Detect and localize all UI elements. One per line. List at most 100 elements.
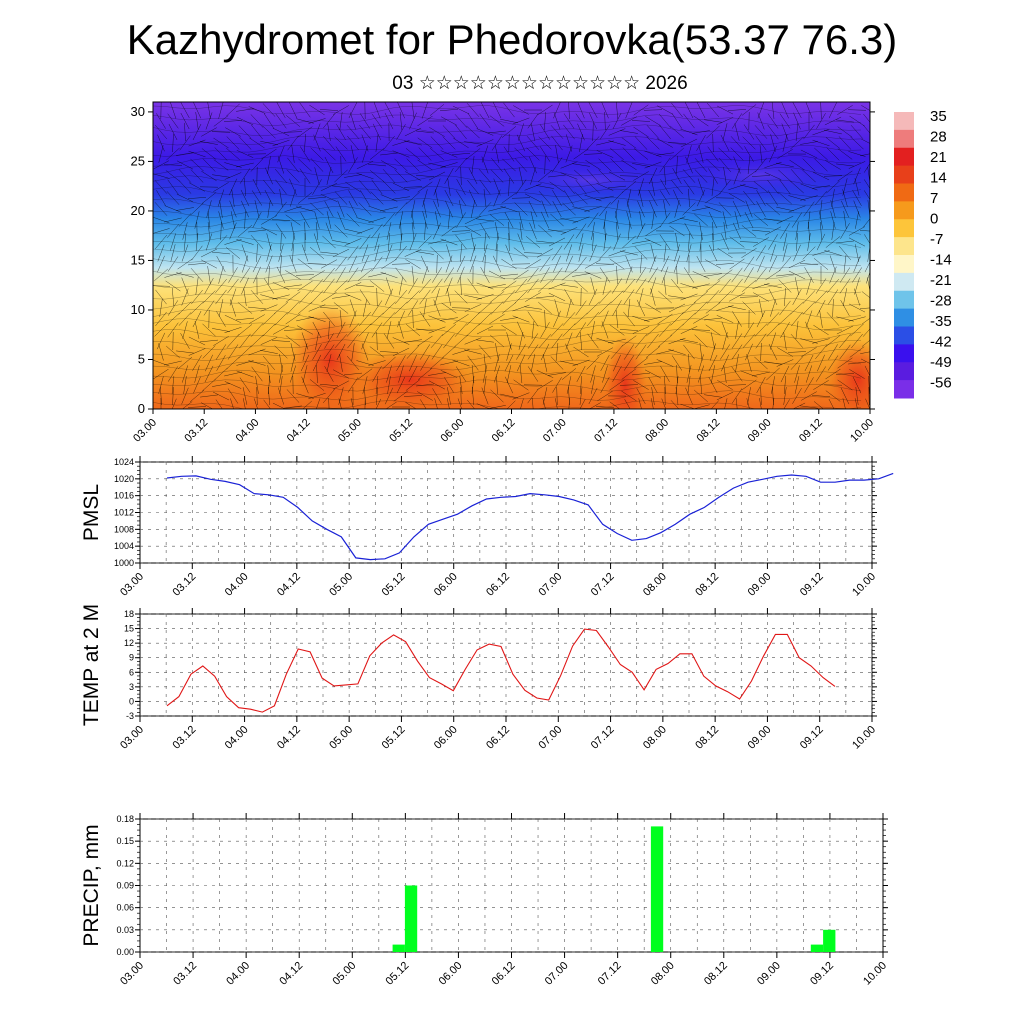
temp-x-tick-label: 07.12 bbox=[589, 724, 617, 752]
heatmap-x-tick-label: 07.00 bbox=[541, 417, 569, 445]
warm-region-0 bbox=[290, 305, 370, 409]
precip-x-tick-label: 09.00 bbox=[755, 960, 783, 988]
pmsl-x-tick-label: 08.00 bbox=[641, 571, 669, 599]
pmsl-panel: 1000 1004 1008 1012 1016 1020 1024 03.00 03.12 04… bbox=[80, 456, 894, 599]
precip-x-tick-label: 09.12 bbox=[808, 960, 836, 988]
pmsl-x-tick-label: 10.00 bbox=[850, 571, 878, 599]
precip-y-tick-label: 0.15 bbox=[116, 836, 134, 846]
heatmap-x-tick-label: 06.12 bbox=[490, 417, 518, 445]
chart-subtitle: 03 ☆☆☆☆☆☆☆☆☆☆☆☆☆ 2026 bbox=[392, 73, 688, 94]
heatmap-x-tick-label: 04.00 bbox=[234, 417, 262, 445]
chart-title: Kazhydromet for Phedorovka(53.37 76.3) bbox=[126, 16, 898, 63]
pmsl-x-tick-label: 06.12 bbox=[484, 571, 512, 599]
temp-x-tick-label: 06.00 bbox=[432, 724, 460, 752]
temp-y-tick-label: 3 bbox=[129, 682, 134, 692]
temp-x-tick-label: 08.12 bbox=[693, 724, 721, 752]
colorbar-swatch bbox=[894, 272, 914, 292]
colorbar-label: -56 bbox=[930, 375, 952, 392]
precip-x-tick-label: 06.12 bbox=[490, 960, 518, 988]
colorbar-swatch bbox=[894, 201, 914, 220]
temp-x-tick-label: 05.12 bbox=[380, 724, 408, 752]
heatmap-x-tick-label: 04.12 bbox=[285, 417, 313, 445]
heatmap-x-tick-label: 03.00 bbox=[131, 417, 159, 445]
temp-y-tick-label: 15 bbox=[124, 624, 134, 634]
heatmap-field bbox=[153, 102, 870, 409]
heatmap-x-tick-label: 05.00 bbox=[336, 417, 364, 445]
precip-ylabel: PRECIP, mm bbox=[80, 824, 103, 946]
colorbar-label: 7 bbox=[930, 190, 938, 207]
temp-x-tick-label: 10.00 bbox=[850, 724, 878, 752]
cold-region-0 bbox=[520, 166, 660, 194]
pmsl-x-tick-label: 05.00 bbox=[327, 571, 355, 599]
precip-x-tick-label: 10.00 bbox=[861, 960, 889, 988]
precip-bar bbox=[392, 944, 405, 952]
heatmap-y-tick-label: 20 bbox=[131, 203, 145, 218]
precip-y-tick-label: 0.06 bbox=[116, 903, 134, 913]
heatmap-features bbox=[153, 102, 870, 409]
colorbar-swatch bbox=[894, 183, 914, 202]
colorbar-swatch bbox=[894, 362, 914, 381]
precip-x-tick-label: 06.00 bbox=[437, 960, 465, 988]
pmsl-x-tick-label: 05.12 bbox=[380, 571, 408, 599]
colorbar-swatch bbox=[894, 308, 914, 327]
colorbar-swatch bbox=[894, 344, 914, 363]
colorbar-label: -49 bbox=[930, 354, 952, 371]
pmsl-y-tick-label: 1016 bbox=[114, 491, 134, 501]
colorbar-label: 14 bbox=[930, 170, 947, 187]
colorbar-label: -14 bbox=[930, 252, 952, 269]
temp-x-tick-label: 04.00 bbox=[223, 724, 251, 752]
precip-x-tick-label: 05.12 bbox=[384, 960, 412, 988]
pmsl-x-tick-label: 04.00 bbox=[223, 571, 251, 599]
precip-x-tick-label: 07.00 bbox=[543, 960, 571, 988]
pmsl-y-tick-label: 1012 bbox=[114, 508, 134, 518]
precip-x-tick-label: 08.12 bbox=[702, 960, 730, 988]
temp-x-tick-label: 03.00 bbox=[118, 724, 146, 752]
colorbar-swatch bbox=[894, 326, 914, 345]
precip-x-tick-label: 08.00 bbox=[649, 960, 677, 988]
temp-y-tick-label: 9 bbox=[129, 653, 134, 663]
pmsl-x-tick-label: 06.00 bbox=[432, 571, 460, 599]
heatmap-y-tick-label: 10 bbox=[131, 302, 145, 317]
colorbar-swatch bbox=[894, 380, 914, 399]
temp-y-tick-label: 6 bbox=[129, 667, 134, 677]
precip-bar bbox=[650, 826, 664, 952]
precip-bar bbox=[404, 885, 418, 952]
temp-x-tick-label: 09.00 bbox=[746, 724, 774, 752]
heatmap-y-tick-label: 0 bbox=[138, 401, 145, 416]
colorbar-swatch bbox=[894, 219, 914, 238]
heatmap-x-tick-label: 05.12 bbox=[387, 417, 415, 445]
precip-x-tick-label: 05.00 bbox=[330, 960, 358, 988]
temp-x-tick-label: 07.00 bbox=[536, 724, 564, 752]
pmsl-x-tick-label: 09.12 bbox=[798, 571, 826, 599]
temp-x-tick-label: 08.00 bbox=[641, 724, 669, 752]
temp-panel: -3 0 3 6 9 12 15 18 03.00 03.12 04.00 04.12 05.00 05.… bbox=[80, 604, 878, 752]
precip-x-tick-label: 07.12 bbox=[596, 960, 624, 988]
pmsl-y-tick-label: 1000 bbox=[114, 558, 134, 568]
pmsl-x-tick-label: 07.00 bbox=[536, 571, 564, 599]
precip-y-tick-label: 0.00 bbox=[116, 947, 134, 957]
colorbar-swatch bbox=[894, 165, 914, 184]
pmsl-y-tick-label: 1008 bbox=[114, 524, 134, 534]
heatmap-y-tick-label: 30 bbox=[131, 104, 145, 119]
pmsl-x-tick-label: 03.00 bbox=[118, 571, 146, 599]
colorbar-swatch bbox=[894, 147, 914, 167]
pmsl-x-tick-label: 09.00 bbox=[746, 571, 774, 599]
precip-panel: 0.00 0.03 0.06 0.09 0.12 0.15 0.18 03.00 03.12 04… bbox=[80, 813, 889, 988]
colorbar-swatch bbox=[894, 112, 914, 131]
heatmap-x-tick-label: 06.00 bbox=[438, 417, 466, 445]
temp-x-tick-label: 03.12 bbox=[170, 724, 198, 752]
colorbar-label: -21 bbox=[930, 272, 952, 289]
precip-x-tick-label: 03.12 bbox=[171, 960, 199, 988]
heatmap-x-tick-label: 08.00 bbox=[643, 417, 671, 445]
colorbar-swatch bbox=[894, 237, 914, 256]
pmsl-x-tick-label: 07.12 bbox=[589, 571, 617, 599]
heatmap-panel: 0 5 10 15 20 25 30 03.00 03.12 04.00 04.12 05.00 05.… bbox=[131, 101, 876, 445]
temp-y-tick-label: -3 bbox=[126, 711, 134, 721]
colorbar-label: -42 bbox=[930, 334, 952, 351]
precip-y-tick-label: 0.09 bbox=[116, 881, 134, 891]
heatmap-x-tick-label: 08.12 bbox=[695, 417, 723, 445]
precip-x-tick-label: 04.00 bbox=[224, 960, 252, 988]
pmsl-y-tick-label: 1004 bbox=[114, 541, 134, 551]
colorbar-label: -35 bbox=[930, 313, 952, 330]
